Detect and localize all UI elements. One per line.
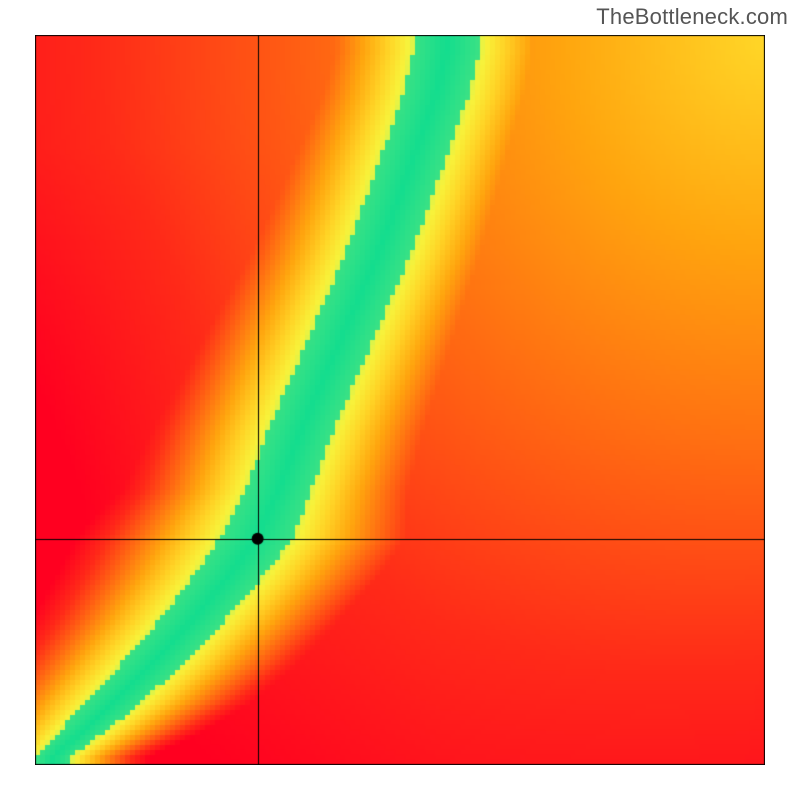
heatmap-canvas	[35, 35, 765, 765]
figure-container: TheBottleneck.com	[0, 0, 800, 800]
watermark-text: TheBottleneck.com	[596, 4, 788, 30]
